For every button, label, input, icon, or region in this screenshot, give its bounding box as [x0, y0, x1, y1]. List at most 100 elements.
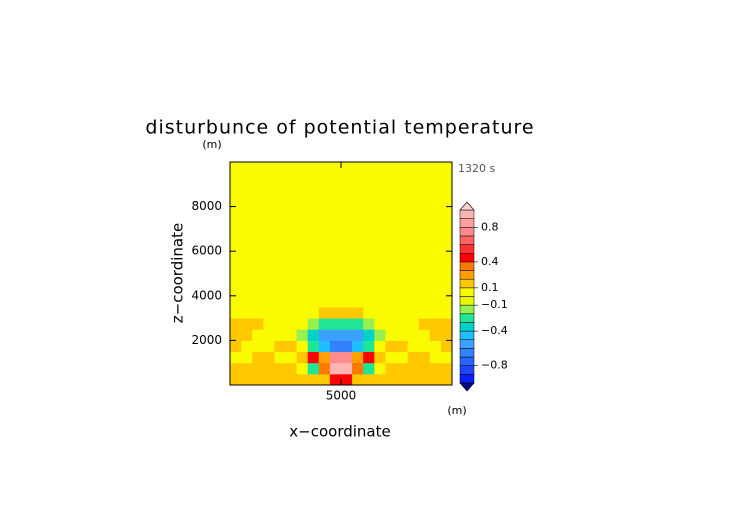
field-cell	[429, 217, 442, 230]
field-cell	[363, 162, 375, 174]
field-cell	[274, 295, 286, 308]
field-cell	[241, 373, 253, 386]
colorbar-tick-label: 0.1	[481, 281, 499, 294]
field-cell	[263, 173, 275, 185]
field-cell	[440, 362, 453, 375]
field-cell	[252, 251, 264, 263]
field-cell	[307, 318, 320, 330]
field-cell	[440, 228, 453, 241]
field-cell	[341, 318, 353, 330]
field-cell	[396, 340, 409, 353]
field-cell	[296, 228, 309, 241]
field-cell	[285, 306, 298, 319]
field-cell	[263, 284, 275, 297]
field-cell	[440, 351, 453, 364]
field-cell	[429, 284, 442, 297]
field-cell	[352, 340, 364, 353]
colorbar-tick-label: −0.1	[481, 298, 508, 311]
field-cell	[363, 240, 375, 252]
field-cell	[296, 295, 309, 308]
field-cell	[440, 173, 453, 185]
field-cell	[352, 295, 364, 308]
field-cell	[374, 273, 386, 286]
field-cell	[341, 217, 353, 230]
field-cell	[352, 228, 364, 241]
colorbar-band	[459, 356, 475, 366]
field-cell	[252, 195, 264, 208]
field-cell	[274, 173, 286, 185]
colorbar-tick-label: −0.4	[481, 324, 508, 337]
field-cell	[396, 351, 409, 364]
field-cell	[329, 362, 342, 375]
field-cell	[374, 240, 386, 252]
field-cell	[274, 184, 286, 196]
field-cell	[329, 262, 342, 274]
field-cell	[285, 195, 298, 208]
field-cell	[363, 373, 375, 386]
field-cell	[241, 217, 253, 230]
colorbar-band	[459, 270, 475, 280]
colorbar-band	[459, 304, 475, 315]
field-cell	[318, 262, 331, 274]
field-cell	[418, 373, 431, 386]
field-cell	[274, 362, 286, 375]
field-cell	[396, 373, 409, 386]
field-cell	[263, 273, 275, 286]
field-cell	[241, 162, 253, 174]
field-cell	[274, 162, 286, 174]
field-cell	[329, 195, 342, 208]
field-cell	[363, 340, 375, 353]
field-cell	[363, 184, 375, 196]
field-cell	[241, 240, 253, 252]
field-cell	[307, 206, 320, 219]
field-cell	[374, 306, 386, 319]
field-cell	[440, 318, 453, 330]
field-cell	[418, 262, 431, 274]
field-cell	[352, 329, 364, 341]
field-cell	[241, 173, 253, 185]
field-cell	[329, 329, 342, 341]
field-cell	[329, 284, 342, 297]
field-cell	[440, 284, 453, 297]
field-cell	[318, 295, 331, 308]
field-cell	[385, 206, 397, 219]
field-cell	[407, 162, 420, 174]
field-cell	[252, 318, 264, 330]
field-cell	[241, 329, 253, 341]
colorbar-band	[459, 244, 475, 254]
colorbar-band	[459, 253, 475, 263]
field-cell	[407, 284, 420, 297]
field-cell	[396, 251, 409, 263]
field-cell	[407, 240, 420, 252]
field-cell	[429, 329, 442, 341]
field-cell	[363, 306, 375, 319]
field-cell	[274, 195, 286, 208]
field-cell	[230, 228, 242, 241]
field-cell	[363, 262, 375, 274]
field-cell	[307, 240, 320, 252]
field-cell	[429, 351, 442, 364]
field-cell	[318, 373, 331, 386]
field-cell	[307, 329, 320, 341]
field-cell	[230, 251, 242, 263]
field-cell	[407, 329, 420, 341]
field-cell	[329, 306, 342, 319]
field-cell	[440, 195, 453, 208]
field-cell	[418, 195, 431, 208]
field-cell	[385, 162, 397, 174]
field-cell	[318, 206, 331, 219]
field-cell	[385, 284, 397, 297]
field-cell	[296, 184, 309, 196]
field-cell	[307, 262, 320, 274]
field-cell	[396, 195, 409, 208]
field-cell	[363, 284, 375, 297]
field-cell	[329, 184, 342, 196]
field-cell	[341, 162, 353, 174]
field-cell	[418, 173, 431, 185]
field-cell	[341, 251, 353, 263]
field-cell	[329, 295, 342, 308]
field-cell	[407, 362, 420, 375]
field-cell	[307, 351, 320, 364]
field-cell	[396, 184, 409, 196]
field-cell	[263, 295, 275, 308]
